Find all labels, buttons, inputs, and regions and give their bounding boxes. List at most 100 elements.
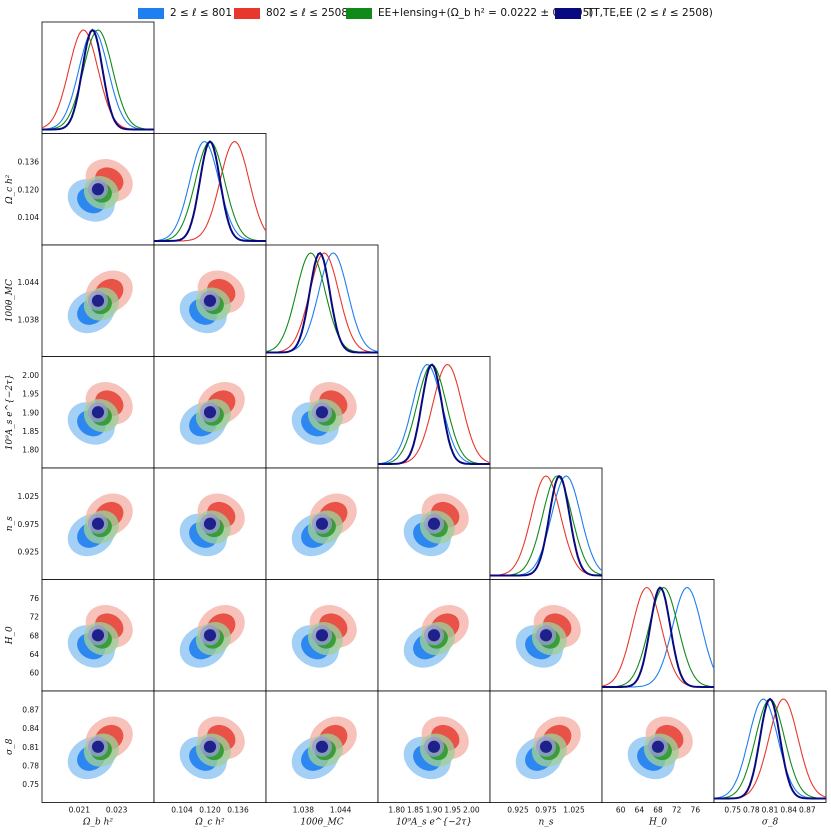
y-tick-label: 0.975 xyxy=(18,520,40,529)
x-tick-label: 0.925 xyxy=(507,806,529,815)
y-tick-label: 1.85 xyxy=(22,427,39,436)
y-tick-label: 2.00 xyxy=(22,371,39,380)
x-axis-label: H_0 xyxy=(648,818,667,828)
legend-swatch-ee-lensing xyxy=(346,7,372,19)
marginal-curve xyxy=(602,586,715,688)
y-tick-label: 1.80 xyxy=(22,445,39,454)
panel-4-2 xyxy=(265,467,379,580)
contour-inner xyxy=(315,740,329,753)
y-tick-label: 0.104 xyxy=(18,213,40,222)
panel-4-3 xyxy=(377,467,491,580)
x-tick-label: 0.104 xyxy=(171,806,193,815)
legend-label-low-ell: 2 ≤ ℓ ≤ 801 xyxy=(170,7,233,19)
contour-inner xyxy=(315,517,329,530)
panel-3-0: 1.80 1.85 1.90 1.95 2.00 10⁹A_s e^{−2τ} xyxy=(5,356,155,469)
legend-label-tt-te-ee: TT,TE,EE (2 ≤ ℓ ≤ 2508) xyxy=(587,7,713,19)
panel-2-2 xyxy=(265,244,379,357)
x-tick-label: 1.90 xyxy=(426,806,443,815)
contour-inner xyxy=(91,740,105,753)
contour-inner xyxy=(91,406,105,419)
panel-2-1 xyxy=(153,244,267,357)
y-axis-label: 10⁹A_s e^{−2τ} xyxy=(5,374,15,450)
panel-5-3 xyxy=(377,579,491,692)
y-axis-label: n_s xyxy=(5,516,15,531)
contour-inner xyxy=(315,629,329,642)
x-tick-label: 0.975 xyxy=(535,806,557,815)
y-tick-label: 1.038 xyxy=(18,315,40,324)
x-axis-label: n_s xyxy=(539,818,554,828)
contour-inner xyxy=(203,406,217,419)
panel-5-2 xyxy=(265,579,379,692)
panel-frame xyxy=(265,244,379,357)
panel-5-1 xyxy=(153,579,267,692)
y-tick-label: 0.87 xyxy=(22,706,39,715)
marginal-curve xyxy=(714,697,826,800)
y-tick-label: 1.90 xyxy=(22,408,39,417)
x-tick-label: 0.75 xyxy=(724,806,741,815)
x-tick-label: 0.023 xyxy=(106,806,128,815)
x-axis-label: σ_8 xyxy=(762,818,779,828)
panel-frame xyxy=(489,467,603,580)
panel-5-0: 60 64 68 72 76 H_0 xyxy=(5,579,155,692)
x-tick-label: 0.78 xyxy=(743,806,760,815)
marginal-curve xyxy=(153,140,266,242)
panel-5-4 xyxy=(489,579,603,692)
y-tick-label: 68 xyxy=(29,631,39,640)
marginal-curve xyxy=(490,474,602,577)
contour-inner xyxy=(539,740,553,753)
panel-4-4 xyxy=(489,467,603,580)
panel-0-0 xyxy=(41,21,155,134)
marginal-curve xyxy=(42,28,154,131)
contour-inner xyxy=(315,406,329,419)
x-tick-label: 1.038 xyxy=(293,806,315,815)
contour-inner xyxy=(427,629,441,642)
legend-label-high-ell: 802 ≤ ℓ ≤ 2508 xyxy=(266,7,349,19)
panel-6-6: 0.75 0.78 0.81 0.84 0.87 σ_8 xyxy=(713,690,827,828)
x-tick-label: 76 xyxy=(691,806,701,815)
contour-inner xyxy=(203,740,217,753)
marginal-curve xyxy=(154,140,266,242)
marginal-curve xyxy=(490,475,602,576)
marginal-curve xyxy=(42,29,154,130)
panel-6-3: 1.80 1.85 1.90 1.95 2.00 10⁹A_s e^{−2τ} xyxy=(377,690,491,828)
y-axis-label: σ_8 xyxy=(5,738,15,755)
legend-item-tt-te-ee: TT,TE,EE (2 ≤ ℓ ≤ 2508) xyxy=(555,7,713,19)
y-tick-label: 0.120 xyxy=(18,185,40,194)
y-tick-label: 1.044 xyxy=(18,278,40,287)
x-tick-label: 0.81 xyxy=(762,806,779,815)
legend-item-ee-lensing: EE+lensing+(Ω_b h² = 0.0222 ± 0.0005) xyxy=(346,7,593,19)
marginal-curve xyxy=(266,251,378,354)
x-tick-label: 0.136 xyxy=(227,806,249,815)
panel-3-3 xyxy=(377,356,491,469)
y-tick-label: 72 xyxy=(29,613,39,622)
contour-inner xyxy=(539,629,553,642)
contour-inner xyxy=(203,629,217,642)
y-tick-label: 1.95 xyxy=(22,390,39,399)
contour-inner xyxy=(91,294,105,307)
panel-6-0: 0.021 0.023 Ω_b h² 0.75 0.78 0.81 0.84 0.87 σ_8 xyxy=(5,690,155,828)
panel-4-1 xyxy=(153,467,267,580)
panel-frame xyxy=(41,21,155,134)
x-axis-label: 100θ_MC xyxy=(300,818,343,828)
contour-inner xyxy=(91,183,105,196)
y-axis-label: 100θ_MC xyxy=(5,279,15,322)
x-tick-label: 2.00 xyxy=(463,806,480,815)
y-axis-label: H_0 xyxy=(5,626,15,645)
legend-item-low-ell: 2 ≤ ℓ ≤ 801 xyxy=(138,7,232,19)
y-tick-label: 60 xyxy=(29,668,39,677)
y-axis-label: Ω_c h² xyxy=(5,174,15,205)
x-tick-label: 0.84 xyxy=(780,806,797,815)
y-tick-label: 76 xyxy=(29,594,39,603)
contour-inner xyxy=(203,517,217,530)
legend-swatch-high-ell xyxy=(234,7,260,19)
x-tick-label: 1.80 xyxy=(388,806,405,815)
legend-swatch-low-ell xyxy=(138,7,164,19)
contour-inner xyxy=(91,629,105,642)
x-tick-label: 0.87 xyxy=(799,806,816,815)
x-tick-label: 1.85 xyxy=(407,806,424,815)
panel-3-1 xyxy=(153,356,267,469)
y-tick-label: 0.925 xyxy=(18,548,40,557)
